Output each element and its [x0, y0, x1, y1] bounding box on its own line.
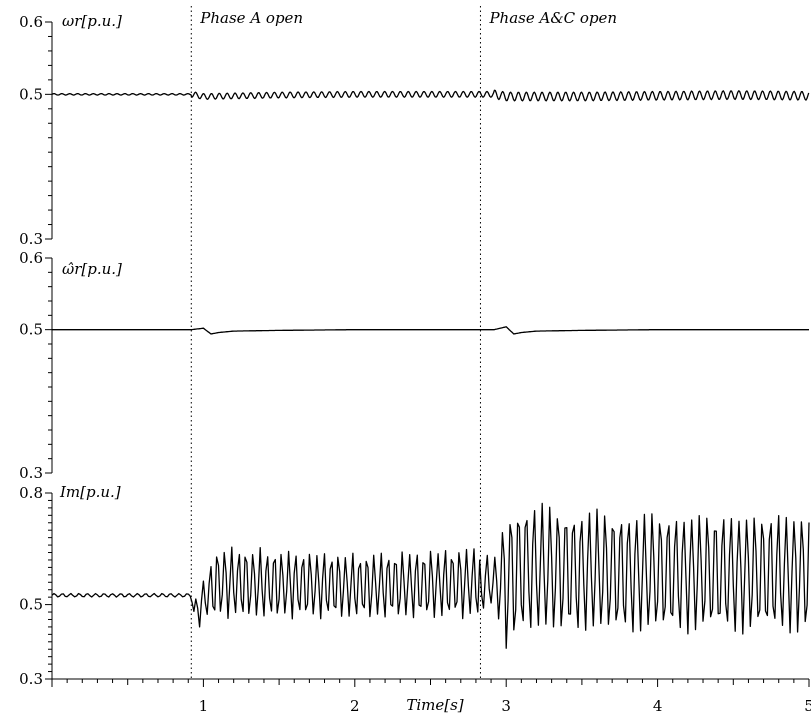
omega-r-y-tick-label: 0.3 — [19, 230, 43, 248]
x-tick-label: 5 — [804, 697, 811, 715]
omega-r-hat-y-tick-label: 0.5 — [19, 321, 43, 339]
x-tick-label: 4 — [653, 697, 663, 715]
omega-r-hat-y-tick-label: 0.6 — [19, 249, 43, 267]
omega-r-panel-label: ωr[p.u.] — [62, 12, 122, 30]
im-panel-label: Im[p.u.] — [59, 483, 121, 501]
omega-r-y-tick-label: 0.5 — [19, 85, 43, 103]
im-y-tick-label: 0.5 — [19, 596, 43, 614]
event-label: Phase A&C open — [488, 9, 617, 27]
event-label: Phase A open — [199, 9, 303, 27]
x-axis-label: Time[s] — [406, 696, 463, 714]
im-trace — [51, 502, 810, 649]
im-y-tick-label: 0.8 — [19, 484, 43, 502]
omega-r-hat-trace — [52, 326, 809, 335]
omega-r-hat-y-tick-label: 0.3 — [19, 464, 43, 482]
omega-r-hat-panel-label: ω̂r[p.u.] — [62, 260, 122, 278]
omega-r-y-tick-label: 0.6 — [19, 13, 43, 31]
x-tick-label: 3 — [501, 697, 511, 715]
im-y-tick-label: 0.3 — [19, 670, 43, 688]
x-tick-label: 2 — [350, 697, 360, 715]
omega-r-trace — [51, 89, 810, 102]
x-tick-label: 1 — [199, 697, 209, 715]
